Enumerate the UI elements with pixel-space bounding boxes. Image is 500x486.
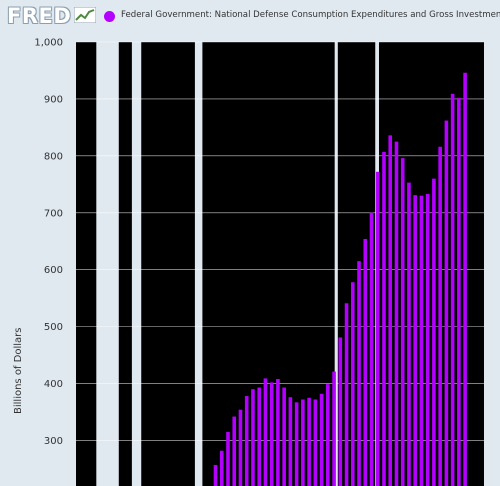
- y-tick-labels: 1,000 900 800 700 600 500 400 300: [34, 38, 63, 447]
- bar: [425, 193, 430, 486]
- bar: [326, 384, 330, 486]
- bar: [438, 146, 442, 486]
- legend-series-label: Federal Government: National Defense Con…: [121, 10, 500, 20]
- y-tick-label: 900: [44, 94, 63, 105]
- y-tick-label: 600: [44, 265, 63, 276]
- y-tick-label: 800: [44, 151, 63, 162]
- bar: [251, 389, 255, 486]
- bar: [444, 120, 449, 486]
- bar: [394, 141, 399, 486]
- bar: [244, 396, 249, 486]
- bar: [294, 402, 299, 486]
- y-tick-label: 700: [44, 208, 63, 219]
- bar: [357, 261, 361, 486]
- fred-graph-icon: [74, 7, 96, 23]
- bar: [282, 387, 286, 486]
- y-tick-label: 500: [44, 322, 63, 333]
- bar: [276, 378, 280, 486]
- bar: [457, 97, 461, 486]
- bar: [226, 431, 230, 486]
- fred-logo[interactable]: FRED: [7, 4, 72, 28]
- bar: [350, 282, 355, 486]
- bar: [269, 382, 274, 486]
- bar: [413, 195, 417, 486]
- bar: [257, 387, 261, 486]
- bar: [407, 182, 411, 486]
- bar: [344, 303, 349, 486]
- recession-band: [194, 42, 203, 486]
- bar: [382, 151, 386, 486]
- bars: [213, 72, 467, 486]
- bar: [419, 195, 424, 486]
- y-tick-label: 1,000: [34, 38, 63, 49]
- bar: [232, 416, 237, 486]
- y-tick-label: 400: [44, 379, 63, 390]
- recession-band: [25, 42, 37, 486]
- legend-swatch: [104, 11, 115, 22]
- bar: [219, 450, 224, 486]
- recession-band: [334, 42, 338, 486]
- bar: [388, 135, 393, 486]
- bar: [363, 238, 368, 486]
- bar: [301, 399, 305, 486]
- bar: [400, 158, 405, 486]
- bar: [369, 212, 374, 486]
- recession-band: [96, 42, 119, 486]
- bar: [375, 171, 380, 486]
- bar: [450, 93, 455, 486]
- bar: [432, 178, 436, 486]
- bar: [288, 397, 293, 486]
- recession-band: [131, 42, 142, 486]
- bar: [463, 72, 467, 486]
- bar: [332, 371, 336, 486]
- y-tick-label: 300: [44, 436, 63, 447]
- bar: [238, 409, 243, 486]
- chart-header: FRED Federal Government: National Defens…: [0, 0, 500, 34]
- bar: [213, 464, 218, 486]
- bar: [307, 397, 311, 486]
- bar: [313, 399, 318, 486]
- bar: [319, 393, 324, 486]
- bar: [263, 378, 268, 486]
- bar: [338, 337, 343, 486]
